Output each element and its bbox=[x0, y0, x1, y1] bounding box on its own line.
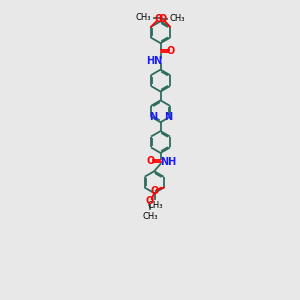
Text: N: N bbox=[164, 112, 172, 122]
Text: N: N bbox=[149, 112, 157, 122]
Text: NH: NH bbox=[160, 157, 177, 167]
Text: CH₃: CH₃ bbox=[142, 212, 158, 220]
Text: CH₃: CH₃ bbox=[136, 14, 151, 22]
Text: O: O bbox=[151, 186, 159, 196]
Text: O: O bbox=[154, 14, 163, 24]
Text: O: O bbox=[167, 46, 175, 56]
Text: O: O bbox=[146, 156, 154, 166]
Text: CH₃: CH₃ bbox=[170, 14, 185, 23]
Text: O: O bbox=[146, 196, 154, 206]
Text: O: O bbox=[158, 14, 167, 24]
Text: HN: HN bbox=[146, 56, 163, 66]
Text: CH₃: CH₃ bbox=[147, 201, 163, 210]
